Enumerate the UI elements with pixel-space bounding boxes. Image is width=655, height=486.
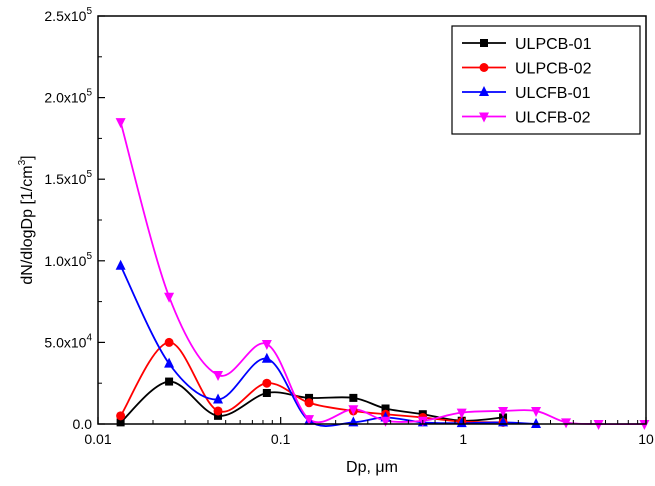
- x-tick-label: 1: [459, 431, 467, 447]
- data-point-ulcfb-02: [115, 118, 126, 129]
- plot-lines: [119, 121, 645, 427]
- y-tick-mantissa: 0.0: [73, 416, 93, 432]
- data-point-ulpcb-01: [116, 418, 125, 427]
- y-tick-label: 1.0x105: [44, 251, 92, 269]
- y-tick-mantissa: 1.0x10: [44, 253, 86, 269]
- data-point-ulpcb-02: [262, 378, 272, 388]
- legend-marker: [479, 63, 489, 72]
- data-point-ulcfb-02: [348, 405, 359, 416]
- data-point-ulcfb-02: [213, 371, 224, 382]
- data-point-ulpcb-01: [214, 411, 223, 420]
- data-point-ulcfb-01: [261, 352, 272, 363]
- x-axis-label: Dp, μm: [346, 459, 398, 476]
- data-point-ulcfb-02: [380, 416, 391, 427]
- y-tick-exponent: 5: [86, 88, 92, 99]
- data-point-ulcfb-01: [531, 418, 542, 428]
- y-axis-label-end: ]: [19, 155, 36, 159]
- y-tick-label: 0.0: [73, 416, 93, 432]
- series-line-ulcfb-02: [119, 121, 645, 426]
- legend-label: ULPCB-02: [515, 61, 592, 78]
- legend-marker: [479, 112, 489, 123]
- legend-label: ULPCB-01: [515, 36, 592, 53]
- x-tick-label: 10: [638, 431, 654, 447]
- y-axis-label-sup: 3: [17, 159, 28, 165]
- data-point-ulcfb-02: [498, 406, 509, 417]
- y-tick-mantissa: 5.0x10: [44, 334, 86, 350]
- data-point-ulpcb-02: [116, 411, 126, 421]
- data-point-ulpcb-01: [305, 393, 314, 402]
- data-point-ulcfb-02: [304, 415, 315, 426]
- data-point-ulcfb-01: [164, 357, 175, 368]
- data-point-ulpcb-01: [262, 388, 271, 397]
- y-tick-exponent: 5: [86, 251, 92, 262]
- x-tick-labels: 0.01 0.1 1 10: [84, 431, 654, 447]
- data-point-ulcfb-02: [456, 408, 467, 419]
- legend-marker: [480, 39, 488, 47]
- data-point-ulcfb-01: [213, 393, 224, 404]
- series-line-ulpcb-02: [119, 341, 504, 424]
- y-tick-mantissa: 1.5x10: [44, 171, 86, 187]
- y-tick-mantissa: 2.5x10: [44, 8, 86, 24]
- data-point-ulcfb-02: [261, 340, 272, 351]
- data-point-ulpcb-01: [349, 393, 358, 402]
- y-tick-label: 5.0x104: [44, 332, 92, 350]
- y-tick-label: 2.0x105: [44, 88, 92, 106]
- y-tick-exponent: 4: [86, 332, 92, 343]
- legend: ULPCB-01 ULPCB-02 ULCFB-01 ULCFB-02: [451, 25, 641, 135]
- data-point-ulpcb-01: [381, 404, 390, 413]
- data-point-ulcfb-02: [164, 292, 175, 303]
- x-tick-label: 0.01: [84, 431, 111, 447]
- data-point-ulcfb-02: [531, 406, 542, 417]
- series-line-ulcfb-01: [119, 265, 537, 427]
- y-tick-label: 1.5x105: [44, 169, 92, 187]
- y-axis-label-main: dN/dlogDp [1/cm: [19, 165, 36, 284]
- data-point-ulpcb-01: [165, 377, 174, 386]
- axis-ticks: [97, 15, 647, 425]
- data-point-ulcfb-01: [115, 259, 126, 270]
- data-point-ulpcb-02: [304, 398, 314, 408]
- legend-label: ULCFB-02: [515, 110, 591, 127]
- data-point-ulpcb-02: [213, 406, 223, 416]
- y-tick-exponent: 5: [86, 6, 92, 17]
- legend-label: ULCFB-01: [515, 85, 591, 102]
- data-point-ulpcb-02: [164, 337, 174, 347]
- data-point-ulcfb-02: [639, 420, 650, 430]
- plot-markers: [115, 118, 650, 430]
- y-tick-exponent: 5: [86, 169, 92, 180]
- legend-marker: [479, 86, 489, 96]
- y-axis-label: dN/dlogDp [1/cm3]: [17, 155, 36, 284]
- y-tick-mantissa: 2.0x10: [44, 90, 86, 106]
- data-point-ulcfb-02: [593, 420, 604, 430]
- y-tick-label: 2.5x105: [44, 6, 92, 24]
- x-tick-label: 0.1: [271, 431, 291, 447]
